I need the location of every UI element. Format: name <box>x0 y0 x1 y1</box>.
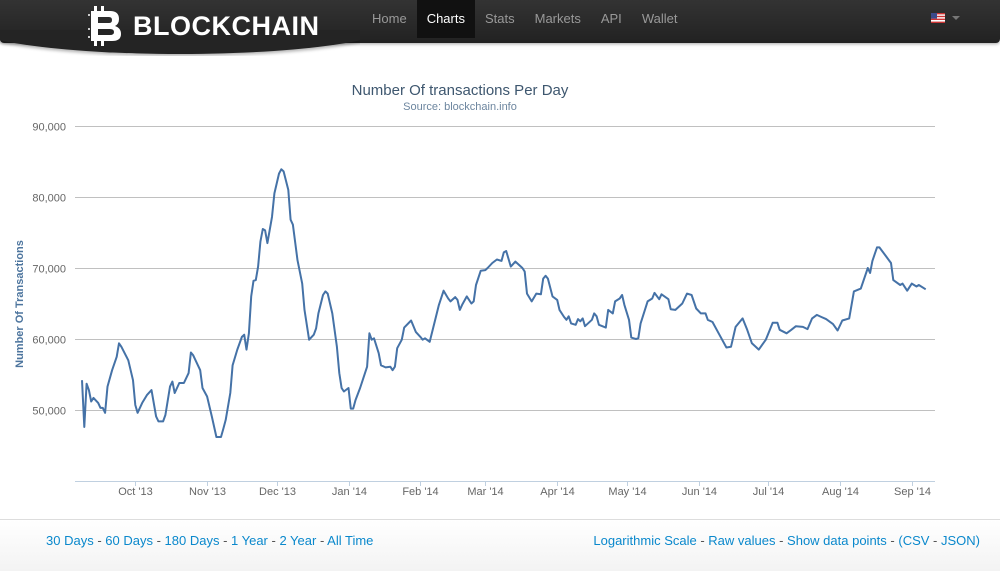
raw-values-link[interactable]: Raw values <box>708 533 776 548</box>
x-tick-label: May '14 <box>608 486 646 498</box>
range-2-year[interactable]: 2 Year <box>279 533 317 548</box>
language-dropdown-caret-icon[interactable] <box>952 16 960 20</box>
x-tick-label: Aug '14 <box>822 486 859 498</box>
separator: - <box>267 533 280 548</box>
y-tick-label: 60,000 <box>32 335 66 347</box>
time-range-links: 30 Days - 60 Days - 180 Days - 1 Year - … <box>46 533 373 548</box>
separator: - <box>886 533 899 548</box>
top-navbar: BLOCKCHAIN Home Charts Stats Markets API… <box>0 0 1000 54</box>
nav-wallet[interactable]: Wallet <box>641 11 678 26</box>
range-30-days[interactable]: 30 Days <box>46 533 94 548</box>
x-tick-label: Jan '14 <box>332 486 367 498</box>
nav-home[interactable]: Home <box>372 11 407 26</box>
chart-title: Number Of transactions Per Day <box>352 82 569 99</box>
bitcoin-pixel-logo-icon <box>88 6 121 46</box>
x-tick-label: Apr '14 <box>540 486 575 498</box>
logo-wave-decoration <box>0 30 360 56</box>
nav-markets[interactable]: Markets <box>534 11 581 26</box>
range-1-year[interactable]: 1 Year <box>231 533 268 548</box>
x-tick-label: Jul '14 <box>753 486 784 498</box>
brand-name: BLOCKCHAIN <box>133 10 320 41</box>
x-tick-label: Oct '13 <box>118 486 153 498</box>
csv-export-link[interactable]: CSV <box>902 533 930 548</box>
main-nav: Home Charts Stats Markets API Wallet <box>362 0 687 38</box>
us-flag-icon[interactable] <box>931 13 945 23</box>
y-tick-label: 50,000 <box>32 406 66 418</box>
blockchain-logo[interactable]: BLOCKCHAIN <box>88 6 320 46</box>
series-line <box>81 168 927 438</box>
x-tick-label: Dec '13 <box>259 486 296 498</box>
chart-footer: 30 Days - 60 Days - 180 Days - 1 Year - … <box>0 519 1000 571</box>
separator: - <box>152 533 165 548</box>
transactions-chart: Number Of transactions Per Day Source: b… <box>14 82 935 498</box>
separator: - <box>219 533 232 548</box>
y-tick-label: 70,000 <box>32 264 66 276</box>
show-data-points-link[interactable]: Show data points <box>787 533 887 548</box>
separator: - <box>775 533 788 548</box>
separator: - <box>316 533 328 548</box>
separator: - <box>929 533 941 548</box>
x-tick-label: Feb '14 <box>402 486 438 498</box>
chart-subtitle: Source: blockchain.info <box>403 101 517 113</box>
range-180-days[interactable]: 180 Days <box>164 533 220 548</box>
range-all-time[interactable]: All Time <box>327 533 374 548</box>
x-tick-label: Sep '14 <box>894 486 931 498</box>
range-60-days[interactable]: 60 Days <box>105 533 153 548</box>
separator: - <box>696 533 709 548</box>
nav-api[interactable]: API <box>600 11 622 26</box>
y-axis-title: Number Of Transactions <box>14 240 26 368</box>
logarithmic-scale-link[interactable]: Logarithmic Scale <box>593 533 697 548</box>
x-tick-label: Mar '14 <box>467 486 503 498</box>
x-tick-label: Nov '13 <box>189 486 226 498</box>
json-export-link[interactable]: JSON <box>940 533 976 548</box>
y-tick-label: 90,000 <box>32 122 66 134</box>
x-tick-label: Jun '14 <box>682 486 717 498</box>
separator: - <box>93 533 106 548</box>
chart-option-links: Logarithmic Scale - Raw values - Show da… <box>593 533 980 548</box>
nav-charts[interactable]: Charts <box>416 0 475 38</box>
nav-stats[interactable]: Stats <box>484 11 515 26</box>
y-tick-label: 80,000 <box>32 193 66 205</box>
